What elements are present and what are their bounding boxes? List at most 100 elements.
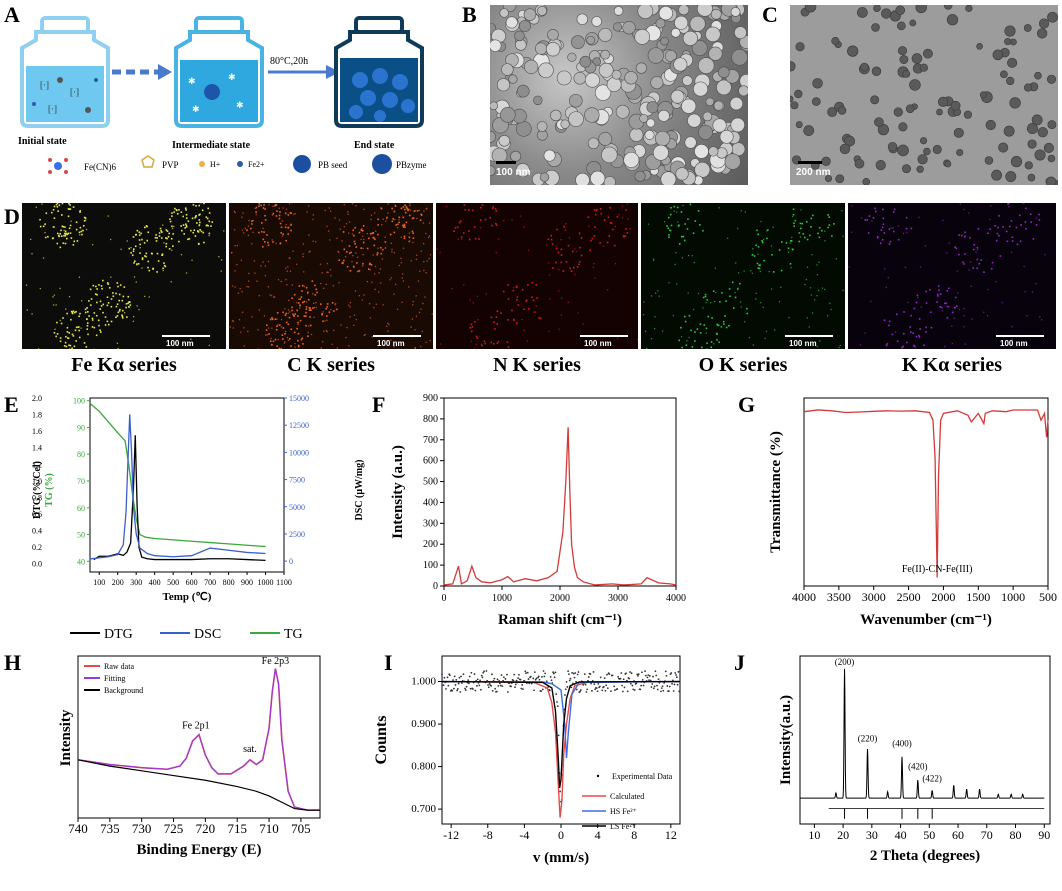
eds-signal-dot <box>68 227 71 230</box>
eds-signal-dot <box>925 302 928 304</box>
eds-background-dot <box>428 235 431 237</box>
sem-particle <box>634 29 651 45</box>
eds-signal-dot <box>294 313 297 315</box>
tem-particle <box>857 7 868 18</box>
eds-signal-dot <box>115 316 117 319</box>
eds-signal-dot <box>56 205 59 208</box>
eds-signal-dot <box>402 216 405 219</box>
eds-signal-dot <box>888 324 890 327</box>
eds-signal-dot <box>1010 220 1013 222</box>
ftir-spectrum <box>803 409 1049 578</box>
eds-background-dot <box>1008 206 1010 208</box>
eds-background-dot <box>80 327 82 329</box>
eds-signal-dot <box>715 332 718 335</box>
eds-background-dot <box>380 207 382 209</box>
eds-background-dot <box>400 261 403 264</box>
eds-signal-dot <box>93 312 96 314</box>
eds-background-dot <box>139 247 141 249</box>
eds-background-dot <box>642 314 645 316</box>
eds-background-dot <box>427 236 430 239</box>
eds-background-dot <box>774 329 776 331</box>
eds-signal-dot <box>264 241 266 243</box>
tem-particle <box>831 36 840 45</box>
eds-background-dot <box>816 274 819 276</box>
eds-background-dot <box>314 241 317 243</box>
eds-signal-dot <box>507 346 510 349</box>
eds-signal-dot <box>51 211 53 214</box>
eds-background-dot <box>560 239 562 241</box>
eds-signal-dot <box>174 207 176 210</box>
eds-signal-dot <box>170 237 173 240</box>
eds-signal-dot <box>371 232 374 235</box>
eds-signal-dot <box>129 304 132 306</box>
eds-background-dot <box>387 203 389 205</box>
eds-signal-dot <box>287 233 289 235</box>
eds-signal-dot <box>305 311 307 314</box>
experimental-point <box>514 686 516 688</box>
eds-signal-dot <box>905 227 908 230</box>
sem-particle <box>545 42 561 57</box>
eds-background-dot <box>637 338 638 341</box>
sem-particle <box>560 119 570 129</box>
eds-signal-dot <box>528 308 530 310</box>
sem-particle <box>637 5 654 20</box>
eds-signal-dot <box>59 246 62 249</box>
experimental-point <box>520 687 523 690</box>
eds-signal-dot <box>171 212 173 214</box>
experimental-point <box>674 672 677 674</box>
experimental-point <box>675 676 678 679</box>
experimental-point <box>678 690 681 693</box>
eds-background-dot <box>408 286 410 288</box>
eds-signal-dot <box>453 230 455 233</box>
eds-background-dot <box>646 347 648 349</box>
eds-signal-dot <box>373 236 375 239</box>
eds-signal-dot <box>116 303 119 305</box>
eds-background-dot <box>163 242 165 244</box>
eds-background-dot <box>277 338 280 341</box>
legend-label-dtg: DTG <box>104 627 133 642</box>
eds-background-dot <box>957 292 959 294</box>
plot-frame <box>803 397 1049 587</box>
eds-signal-dot <box>525 299 528 302</box>
eds-signal-dot <box>262 207 265 209</box>
eds-background-dot <box>116 342 119 344</box>
tg-tick-label: 50 <box>77 531 85 540</box>
tem-particle <box>874 117 884 127</box>
eds-signal-dot <box>185 226 188 228</box>
eds-signal-dot <box>206 217 209 220</box>
eds-background-dot <box>65 308 67 310</box>
legend-h: H+ <box>210 160 221 169</box>
eds-signal-dot <box>143 242 146 244</box>
eds-background-dot <box>560 314 562 316</box>
eds-signal-dot <box>757 267 759 269</box>
eds-background-dot <box>282 207 284 209</box>
eds-background-dot <box>351 203 354 205</box>
tem-particle <box>911 53 923 64</box>
experimental-point <box>591 689 593 692</box>
legend-fe2: Fe2+ <box>248 160 265 169</box>
eds-signal-dot <box>106 282 109 284</box>
eds-signal-dot <box>346 251 348 253</box>
eds-background-dot <box>117 347 119 349</box>
eds-background-dot <box>621 205 624 207</box>
eds-background-dot <box>422 302 424 305</box>
eds-signal-dot <box>801 222 804 225</box>
panel-label-e: E <box>4 392 19 417</box>
eds-background-dot <box>272 205 274 207</box>
eds-background-dot <box>1039 316 1041 318</box>
eds-background-dot <box>420 250 422 252</box>
eds-background-dot <box>381 224 383 226</box>
sem-particle <box>496 78 511 92</box>
eds-signal-dot <box>198 219 201 221</box>
eds-background-dot <box>287 339 290 342</box>
eds-signal-dot <box>161 231 163 233</box>
eds-signal-dot <box>163 262 165 264</box>
eds-signal-dot <box>284 212 287 215</box>
eds-signal-dot <box>203 241 205 244</box>
eds-background-dot <box>765 330 768 333</box>
eds-signal-dot <box>322 320 324 323</box>
experimental-point <box>587 676 590 678</box>
eds-background-dot <box>485 293 487 295</box>
experimental-point <box>543 675 546 678</box>
eds-signal-dot <box>262 238 265 241</box>
